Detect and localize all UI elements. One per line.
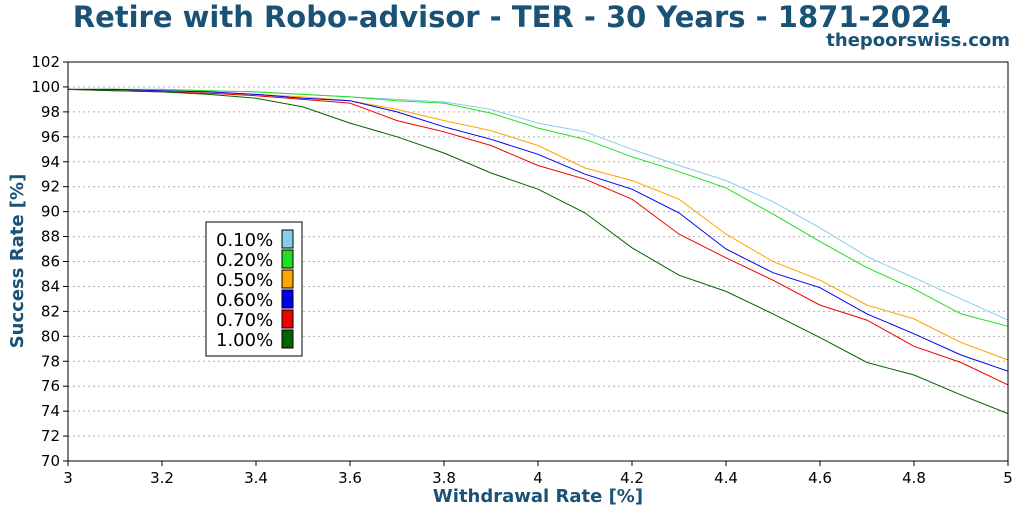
y-tick-label: 70 [41,452,60,470]
y-tick-label: 86 [41,253,60,271]
y-tick-label: 74 [41,402,60,420]
y-tick-label: 100 [31,78,60,96]
legend-label: 0.10% [216,230,273,251]
legend-label: 0.70% [216,310,273,331]
chart-subtitle: thepoorswiss.com [826,30,1010,51]
legend-swatch [281,289,294,309]
x-tick-label: 4.4 [714,469,738,487]
legend-label: 0.20% [216,250,273,271]
x-tick-label: 3.4 [244,469,268,487]
legend-swatch [281,229,294,249]
chart-title: Retire with Robo-advisor - TER - 30 Year… [73,0,952,34]
x-tick-label: 4.6 [808,469,832,487]
legend-swatch [281,329,294,349]
y-tick-label: 96 [41,128,60,146]
y-tick-label: 72 [41,427,60,445]
y-tick-label: 84 [41,277,60,295]
y-tick-label: 98 [41,103,60,121]
series-line-4 [67,88,1009,386]
legend-label: 0.60% [216,290,273,311]
x-tick-label: 5 [1003,469,1013,487]
y-tick-label: 82 [41,302,60,320]
legend-swatch [281,309,294,329]
series-line-5 [67,88,1009,415]
x-tick-label: 4 [533,469,543,487]
y-tick-label: 78 [41,352,60,370]
y-tick-label: 92 [41,178,60,196]
legend-swatch [281,269,294,289]
x-tick-label: 3.6 [338,469,362,487]
legend-swatch [281,249,294,269]
x-tick-label: 4.8 [902,469,926,487]
y-axis-title: Success Rate [%] [7,174,28,349]
x-axis-ticks: 3 3.2 3.4 3.6 3.8 4 4.2 4.4 4.6 4.8 5 [63,461,1013,487]
y-tick-label: 88 [41,228,60,246]
x-tick-label: 3 [63,469,73,487]
y-tick-label: 76 [41,377,60,395]
y-tick-label: 102 [31,53,60,71]
x-tick-label: 3.2 [150,469,174,487]
x-tick-label: 4.2 [620,469,644,487]
legend-label: 0.50% [216,270,273,291]
y-tick-label: 90 [41,203,60,221]
y-tick-label: 80 [41,327,60,345]
y-tick-label: 94 [41,153,60,171]
series-line-1 [68,88,1009,327]
legend: 0.10%0.20%0.50%0.60%0.70%1.00% [205,221,303,357]
x-axis-title: Withdrawal Rate [%] [433,486,643,507]
y-axis-ticks: 70 72 74 76 78 80 82 84 86 88 90 92 94 96 98 100 102 [31,53,68,470]
x-tick-label: 3.8 [432,469,456,487]
series-lines [67,88,1009,415]
legend-entries: 0.10%0.20%0.50%0.60%0.70%1.00% [216,229,294,351]
legend-label: 1.00% [216,330,273,351]
series-line-3 [68,88,1009,372]
